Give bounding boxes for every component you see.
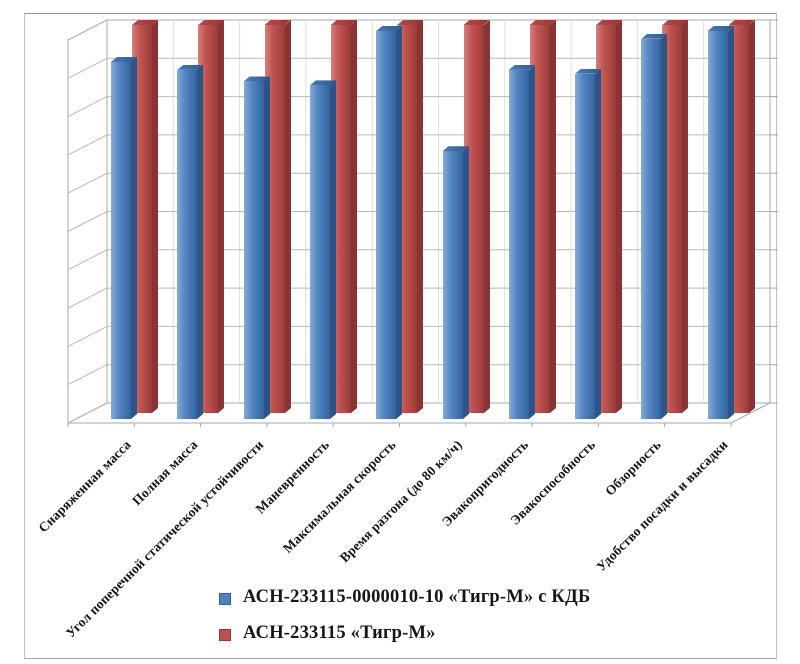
side-wall-gridline	[67, 364, 108, 386]
side-wall-gridline	[67, 172, 108, 194]
side-wall-gridline	[67, 57, 108, 79]
side-wall-gridline	[67, 211, 108, 232]
side-wall-gridline	[67, 402, 108, 424]
side-wall-gridline	[67, 249, 108, 271]
side-wall-gridline	[67, 19, 108, 41]
side-wall-gridline	[67, 287, 108, 309]
side-wall-gridline	[67, 96, 108, 118]
side-wall-gridline	[67, 325, 108, 347]
side-wall-gridline	[67, 134, 108, 156]
floor	[67, 402, 771, 424]
